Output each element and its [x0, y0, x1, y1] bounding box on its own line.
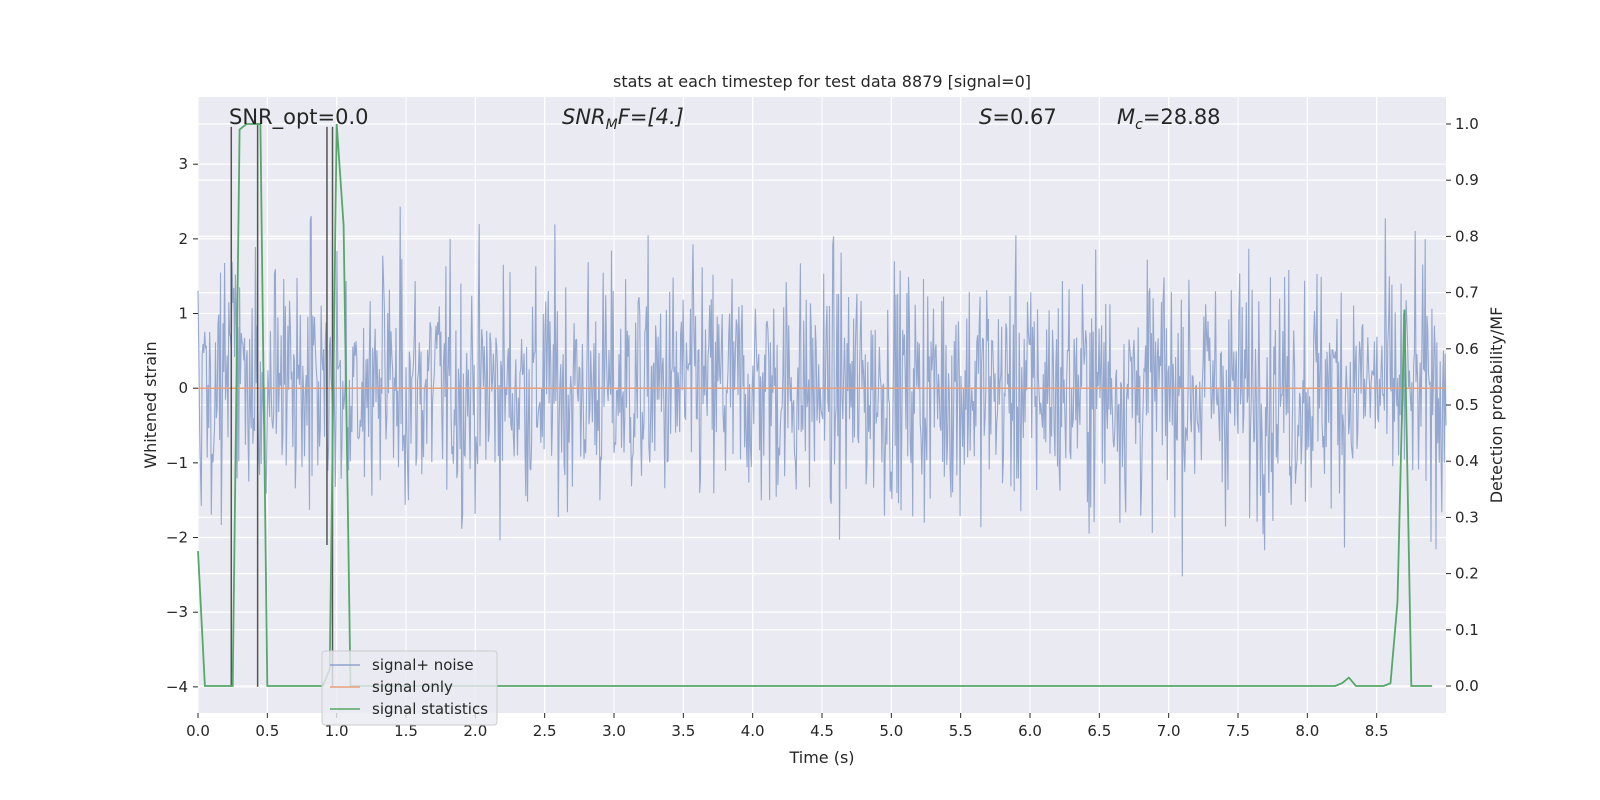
annotation-snr-mf-main: SNR [562, 105, 606, 129]
x-tick-label-0: 0.0 [186, 722, 210, 740]
x-tick-label-8: 4.0 [741, 722, 765, 740]
x-tick-label-11: 5.5 [949, 722, 973, 740]
y-tick-label-right-8: 0.2 [1455, 565, 1479, 583]
x-tick-label-6: 3.0 [602, 722, 626, 740]
legend-label-signal-statistics: signal statistics [372, 700, 488, 718]
annotation-mc-sub: c [1135, 117, 1143, 133]
x-tick-label-10: 5.0 [879, 722, 903, 740]
x-tick-label-4: 2.0 [463, 722, 487, 740]
x-axis-label: Time (s) [788, 748, 854, 767]
annotation-mc-value: =28.88 [1143, 105, 1221, 129]
y-tick-label-left-5: −2 [166, 529, 188, 547]
legend: signal+ noise signal only signal statist… [321, 650, 498, 726]
y-tick-label-left-3: 0 [178, 379, 188, 397]
x-tick-label-14: 7.0 [1157, 722, 1181, 740]
y-tick-label-right-4: 0.6 [1455, 340, 1479, 358]
x-tick-label-3: 1.5 [394, 722, 418, 740]
noise-line [197, 206, 1447, 577]
series-signal-plus-noise [197, 206, 1447, 577]
x-tick-label-13: 6.5 [1087, 722, 1111, 740]
annotation-s-main: S [979, 105, 992, 129]
annotation-snr-mf-f: F=[4.] [618, 105, 684, 129]
x-tick-label-17: 8.5 [1365, 722, 1389, 740]
y-tick-label-left-0: 3 [178, 155, 188, 173]
y-tick-label-right-5: 0.5 [1455, 396, 1479, 414]
annotation-s-value: =0.67 [992, 105, 1056, 129]
x-tick-label-12: 6.0 [1018, 722, 1042, 740]
y-tick-label-left-2: 1 [178, 305, 188, 323]
y-tick-label-right-1: 0.9 [1455, 171, 1479, 189]
legend-label-signal-only: signal only [372, 678, 453, 696]
chart-title: stats at each timestep for test data 887… [613, 72, 1031, 91]
y-axis-label-right: Detection probability/MF [1487, 307, 1506, 504]
y-tick-label-left-7: −4 [166, 678, 188, 696]
annotation-snr-mf-sub: M [606, 117, 618, 133]
y-tick-label-left-6: −3 [166, 603, 188, 621]
x-tick-label-2: 1.0 [325, 722, 349, 740]
x-tick-label-16: 8.0 [1295, 722, 1319, 740]
y-tick-label-left-4: −1 [166, 454, 188, 472]
x-tick-label-15: 7.5 [1226, 722, 1250, 740]
y-tick-label-right-6: 0.4 [1455, 452, 1479, 470]
y-tick-label-left-1: 2 [178, 230, 188, 248]
y-axis-label-left: Whitened strain [141, 341, 160, 468]
y-tick-label-right-7: 0.3 [1455, 508, 1479, 526]
legend-box [321, 650, 498, 726]
y-tick-label-right-10: 0.0 [1455, 677, 1479, 695]
ticks: 0.0 0.5 1.0 1.5 2.0 2.5 3.0 3.5 4.0 4.5 5.0 5.5 6.0 6… [166, 115, 1479, 740]
annotation-s: S=0.67 [979, 105, 1057, 129]
x-tick-label-1: 0.5 [255, 722, 279, 740]
annotation-snr-mf: SNRMF=[4.] [562, 105, 684, 133]
legend-label-signal-plus-noise: signal+ noise [372, 656, 474, 674]
y-tick-label-right-3: 0.7 [1455, 284, 1479, 302]
y-tick-label-right-0: 1.0 [1455, 115, 1479, 133]
annotation-mc-main: M [1117, 105, 1135, 129]
annotation-mc: Mc=28.88 [1117, 105, 1221, 133]
x-tick-label-9: 4.5 [810, 722, 834, 740]
x-tick-label-5: 2.5 [533, 722, 557, 740]
y-tick-label-right-2: 0.8 [1455, 227, 1479, 245]
annotation-snr-opt: SNR_opt=0.0 [229, 105, 369, 130]
x-tick-label-7: 3.5 [671, 722, 695, 740]
y-tick-label-right-9: 0.1 [1455, 621, 1479, 639]
